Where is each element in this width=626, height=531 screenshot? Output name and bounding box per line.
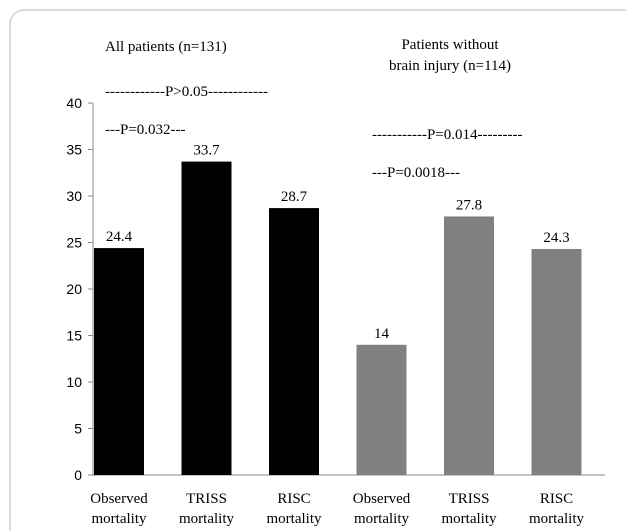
x-tick-label: RISC mortality xyxy=(529,491,584,527)
bar xyxy=(444,216,494,475)
annotation: -----------P=0.014--------- xyxy=(372,127,522,143)
bar xyxy=(269,208,319,475)
bar xyxy=(94,248,144,475)
data-label: 24.4 xyxy=(106,229,133,245)
data-label: 24.3 xyxy=(543,230,569,246)
bar xyxy=(181,161,232,475)
annotation: brain injury (n=114) xyxy=(389,58,511,74)
x-tick-label: TRISS mortality xyxy=(179,491,234,527)
data-label: 14 xyxy=(374,326,390,342)
annotation: ------------P>0.05------------ xyxy=(105,84,268,100)
annotation: All patients (n=131) xyxy=(105,39,227,55)
bar xyxy=(356,344,407,475)
y-tick-label: 15 xyxy=(66,328,82,344)
data-label: 33.7 xyxy=(193,143,220,159)
y-tick-label: 35 xyxy=(66,142,82,158)
frame xyxy=(9,9,626,531)
data-label: 27.8 xyxy=(456,197,482,213)
x-tick-label: Observed mortality xyxy=(353,491,411,527)
x-tick-label: TRISS mortality xyxy=(442,491,497,527)
y-tick-label: 20 xyxy=(66,281,82,297)
annotation: ---P=0.0018--- xyxy=(372,165,460,181)
y-tick-label: 30 xyxy=(66,188,82,204)
y-tick-label: 0 xyxy=(74,467,82,483)
data-label: 28.7 xyxy=(281,189,308,205)
y-tick-label: 40 xyxy=(66,95,82,111)
y-tick-label: 25 xyxy=(66,235,82,251)
y-tick-label: 5 xyxy=(74,421,82,437)
annotation: ---P=0.032--- xyxy=(105,122,186,138)
y-tick-label: 10 xyxy=(66,374,82,390)
x-tick-label: Observed mortality xyxy=(90,491,148,527)
bar xyxy=(531,249,582,475)
x-tick-label: RISC mortality xyxy=(267,491,322,527)
annotation: Patients without xyxy=(401,37,499,53)
